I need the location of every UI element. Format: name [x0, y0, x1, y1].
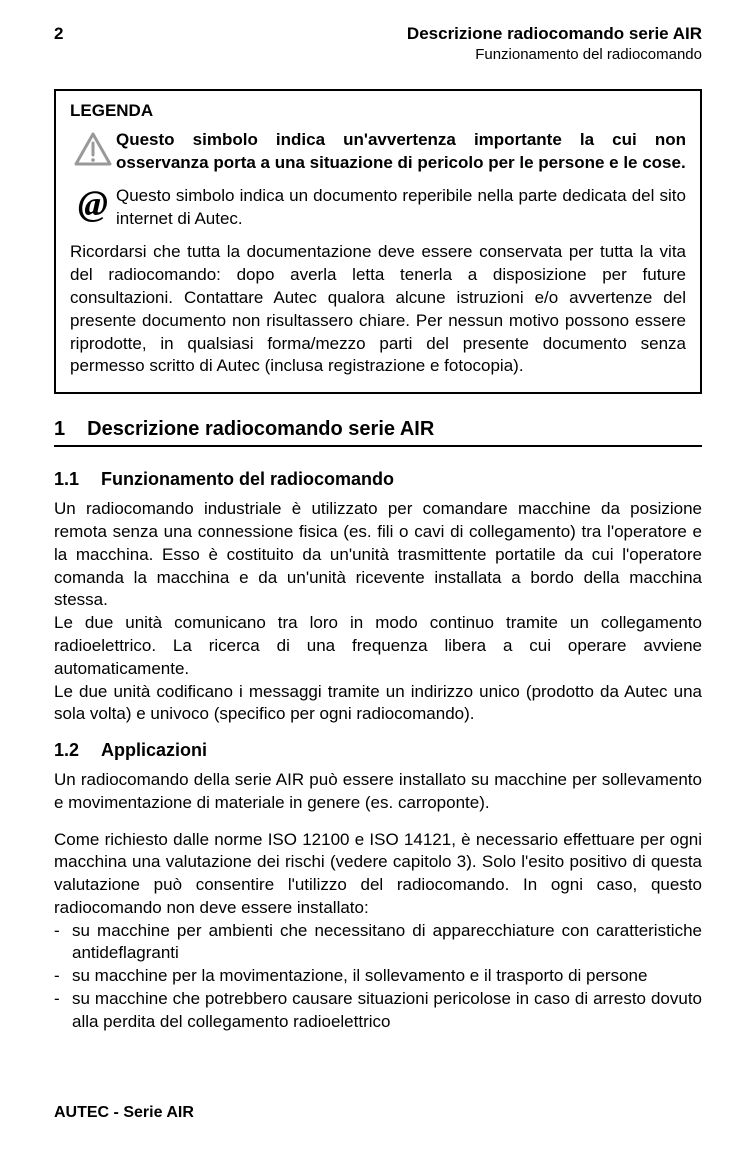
section-1-1-title: Funzionamento del radiocomando	[101, 469, 394, 490]
warning-icon	[70, 129, 116, 169]
page-footer: AUTEC - Serie AIR	[54, 1104, 194, 1122]
paragraph: Come richiesto dalle norme ISO 12100 e I…	[54, 829, 702, 920]
legend-row-warning: Questo simbolo indica un'avvertenza impo…	[70, 129, 686, 175]
paragraph: Le due unità codificano i messaggi trami…	[54, 681, 702, 727]
legend-row-at: @ Questo simbolo indica un documento rep…	[70, 185, 686, 231]
restrictions-list: su macchine per ambienti che necessitano…	[54, 920, 702, 1034]
page-header: 2 Descrizione radiocomando serie AIR Fun…	[54, 24, 702, 63]
section-1-2-title: Applicazioni	[101, 740, 207, 761]
list-item: su macchine che potrebbero causare situa…	[54, 988, 702, 1034]
header-subtitle: Funzionamento del radiocomando	[407, 46, 702, 63]
svg-text:@: @	[78, 185, 108, 223]
section-1-1-heading: 1.1 Funzionamento del radiocomando	[54, 469, 702, 490]
paragraph: Le due unità comunicano tra loro in modo…	[54, 612, 702, 680]
legend-heading: LEGENDA	[70, 101, 686, 121]
legend-at-text: Questo simbolo indica un documento reper…	[116, 185, 686, 231]
list-item: su macchine per la movimentazione, il so…	[54, 965, 702, 988]
section-1-heading: 1 Descrizione radiocomando serie AIR	[54, 418, 702, 447]
legend-warning-text: Questo simbolo indica un'avvertenza impo…	[116, 129, 686, 175]
paragraph: Un radiocomando della serie AIR può esse…	[54, 769, 702, 815]
section-1-2-body-1: Un radiocomando della serie AIR può esse…	[54, 769, 702, 815]
section-1-2-number: 1.2	[54, 740, 79, 761]
legend-box: LEGENDA Questo simbolo indica un'avverte…	[54, 89, 702, 394]
paragraph: Un radiocomando industriale è utilizzato…	[54, 498, 702, 612]
section-1-1-body: Un radiocomando industriale è utilizzato…	[54, 498, 702, 726]
header-right: Descrizione radiocomando serie AIR Funzi…	[407, 24, 702, 63]
header-title: Descrizione radiocomando serie AIR	[407, 24, 702, 44]
at-icon: @	[70, 185, 116, 225]
list-item: su macchine per ambienti che necessitano…	[54, 920, 702, 966]
section-1-number: 1	[54, 418, 65, 441]
page: 2 Descrizione radiocomando serie AIR Fun…	[0, 0, 756, 1158]
section-1-2-body-2: Come richiesto dalle norme ISO 12100 e I…	[54, 829, 702, 1034]
legend-body-text: Ricordarsi che tutta la documentazione d…	[70, 241, 686, 379]
section-1-1-number: 1.1	[54, 469, 79, 490]
section-1-title: Descrizione radiocomando serie AIR	[87, 418, 434, 441]
page-number: 2	[54, 24, 63, 44]
section-1-2-heading: 1.2 Applicazioni	[54, 740, 702, 761]
